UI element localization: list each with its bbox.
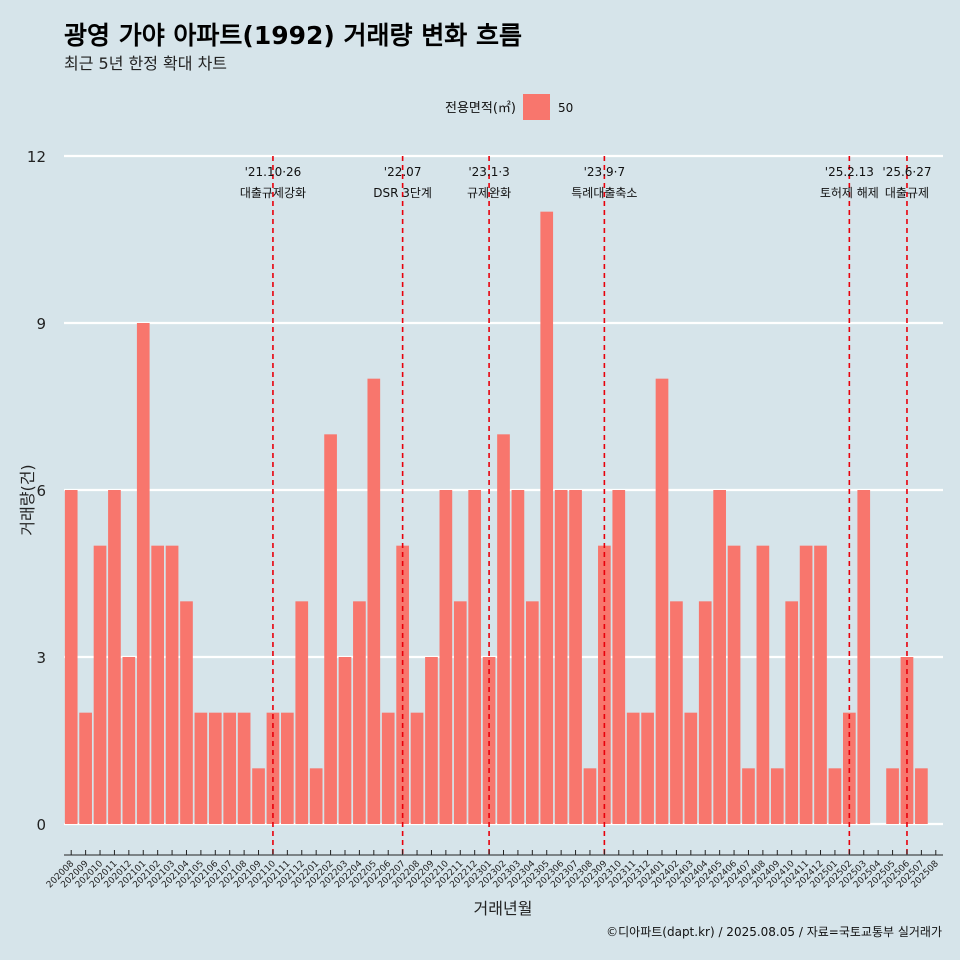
bar	[136, 323, 150, 824]
annotation-label: 대출규제강화	[240, 186, 306, 200]
bar	[453, 601, 467, 824]
y-tick-label: 9	[36, 315, 46, 333]
bar	[756, 545, 770, 824]
bar	[684, 712, 698, 824]
bar	[281, 712, 294, 824]
bar	[482, 657, 496, 824]
bar	[900, 657, 914, 824]
bar	[324, 434, 337, 824]
bar	[439, 490, 453, 824]
y-tick-labels: 0 3 6 9 12	[27, 148, 46, 834]
annotation-date: '23.9·7	[584, 165, 625, 179]
bar	[410, 712, 424, 824]
bar	[295, 601, 309, 824]
bar	[252, 768, 265, 824]
annotation-label: 대출규제	[885, 186, 929, 200]
bar	[713, 490, 726, 824]
bar	[525, 601, 539, 824]
bar	[626, 712, 640, 824]
bar	[237, 712, 251, 824]
bar	[180, 601, 193, 824]
bar	[194, 712, 208, 824]
x-axis: 2020082020092020102020112020122021012021…	[45, 850, 943, 890]
y-tick-label: 3	[36, 649, 46, 667]
bar	[655, 378, 669, 824]
bar	[828, 768, 842, 824]
bar	[857, 490, 871, 824]
annotation-date: '25.6·27	[882, 165, 931, 179]
annotation-label: 규제완화	[467, 186, 511, 200]
bar	[511, 490, 525, 824]
annotation-date: '23.1·3	[468, 165, 509, 179]
bar	[698, 601, 712, 824]
bar	[612, 490, 626, 824]
bar	[353, 601, 366, 824]
bar	[223, 712, 237, 824]
bar	[554, 490, 568, 824]
chart-title: 광영 가야 아파트(1992) 거래량 변화 흐름	[64, 21, 522, 50]
bar	[108, 490, 121, 824]
bar	[915, 768, 928, 824]
annotation-date: '25.2.13	[825, 165, 874, 179]
bar	[799, 545, 813, 824]
bar	[338, 657, 352, 824]
bar	[165, 545, 179, 824]
y-axis-title: 거래량(건)	[18, 464, 37, 535]
bar	[396, 545, 409, 824]
bar	[381, 712, 395, 824]
bar	[309, 768, 323, 824]
bar	[151, 545, 165, 824]
legend-title: 전용면적(㎡)	[445, 101, 516, 116]
legend-label: 50	[558, 101, 573, 115]
bar	[367, 378, 381, 824]
bar	[641, 712, 654, 824]
bar	[540, 211, 554, 824]
caption: ©디아파트(dapt.kr) / 2025.08.05 / 자료=국토교통부 실…	[606, 925, 942, 939]
bar	[64, 490, 78, 824]
bar	[569, 490, 582, 824]
bars	[64, 211, 928, 824]
bar	[814, 545, 827, 824]
y-tick-label: 6	[36, 482, 46, 500]
bar	[770, 768, 784, 824]
bar	[425, 657, 438, 824]
bar	[785, 601, 799, 824]
bar	[468, 490, 482, 824]
y-tick-label: 0	[36, 816, 46, 834]
annotation-labels: '21.10·26 대출규제강화 '22.07 DSR 3단계 '23.1·3 규제완화 '…	[240, 165, 932, 200]
bar	[497, 434, 510, 824]
annotation-label: DSR 3단계	[373, 186, 432, 200]
bar	[93, 545, 107, 824]
x-axis-title: 거래년월	[474, 899, 533, 918]
annotation-label: 특례대출축소	[571, 186, 637, 200]
bar	[583, 768, 597, 824]
bar	[598, 545, 611, 824]
bar	[79, 712, 92, 824]
y-tick-label: 12	[27, 148, 46, 166]
bar	[886, 768, 899, 824]
bar	[670, 601, 683, 824]
bar	[122, 657, 136, 824]
annotation-date: '22.07	[384, 165, 422, 179]
legend: 전용면적(㎡) 50	[445, 94, 573, 120]
annotation-date: '21.10·26	[245, 165, 302, 179]
bar	[742, 768, 755, 824]
chart-subtitle: 최근 5년 한정 확대 차트	[64, 54, 227, 73]
legend-swatch	[523, 94, 550, 120]
annotation-label: 토허제 해제	[820, 186, 879, 200]
bar	[208, 712, 222, 824]
bar	[727, 545, 741, 824]
